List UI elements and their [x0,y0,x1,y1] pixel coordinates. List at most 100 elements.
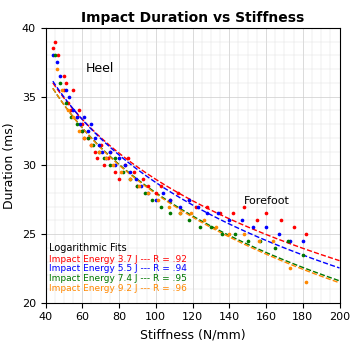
Point [304,231,309,237]
Point [217,211,223,216]
Point [113,169,118,175]
Point [94,156,100,161]
Point [219,231,225,237]
Point [74,121,79,127]
Point [89,142,94,148]
Point [159,204,164,209]
Point [131,169,136,175]
Point [102,163,107,168]
Point [195,204,201,209]
Point [120,169,126,175]
Point [59,87,65,93]
Point [300,252,306,258]
Point [256,238,261,244]
Point [79,121,85,127]
Point [245,238,251,244]
Point [134,183,140,189]
Point [102,156,107,161]
Point [65,101,70,106]
Point [239,218,245,223]
Point [149,197,155,203]
Point [70,114,76,120]
Text: Heel: Heel [86,62,114,75]
Point [127,176,133,182]
Point [254,218,260,223]
Point [69,114,74,120]
Point [232,231,238,237]
Point [241,231,247,237]
Point [100,149,105,154]
Point [113,163,118,168]
Point [92,149,98,154]
Point [214,224,219,230]
Point [50,46,56,51]
Point [168,211,173,216]
Point [50,53,56,58]
Point [272,245,278,251]
Text: Impact Energy 9.2 J --- R = .96: Impact Energy 9.2 J --- R = .96 [49,284,187,293]
Point [177,204,182,209]
Point [63,87,69,93]
Point [142,190,148,196]
Point [263,224,269,230]
Point [76,128,81,134]
Point [127,169,133,175]
Point [146,183,151,189]
Point [70,87,76,93]
Point [90,142,96,148]
Point [122,163,127,168]
Point [63,101,69,106]
Point [175,190,181,196]
Point [70,108,76,113]
Point [65,108,70,113]
Point [186,197,192,203]
Point [230,211,236,216]
Point [107,149,113,154]
Point [61,73,66,79]
Point [125,156,131,161]
Point [204,211,210,216]
Point [138,183,144,189]
Point [140,176,146,182]
Point [160,190,166,196]
Point [116,176,122,182]
Point [153,197,159,203]
Text: Logarithmic Fits: Logarithmic Fits [49,243,127,253]
Point [146,190,151,196]
Point [76,108,81,113]
Point [285,238,291,244]
Point [216,211,221,216]
Text: Impact Energy 3.7 J --- R = .92: Impact Energy 3.7 J --- R = .92 [49,254,187,263]
Point [92,135,98,141]
Point [136,183,142,189]
Point [127,176,133,182]
Point [118,169,124,175]
Point [111,163,116,168]
Point [197,224,203,230]
Point [250,224,256,230]
Point [193,204,199,209]
Point [177,211,182,216]
Point [107,163,113,168]
Point [81,135,87,141]
Point [276,231,282,237]
Point [186,218,192,223]
Text: Impact Energy 7.4 J --- R = .95: Impact Energy 7.4 J --- R = .95 [49,274,187,283]
Point [61,87,66,93]
Point [291,224,296,230]
Point [57,73,63,79]
Point [177,211,182,216]
Point [201,218,206,223]
Point [81,135,87,141]
Point [54,60,60,65]
Point [168,197,173,203]
Point [103,156,109,161]
Point [186,197,192,203]
Point [263,211,269,216]
Point [226,231,232,237]
Point [79,128,85,134]
Point [133,176,138,182]
Point [85,135,91,141]
Point [168,197,173,203]
Point [188,211,194,216]
